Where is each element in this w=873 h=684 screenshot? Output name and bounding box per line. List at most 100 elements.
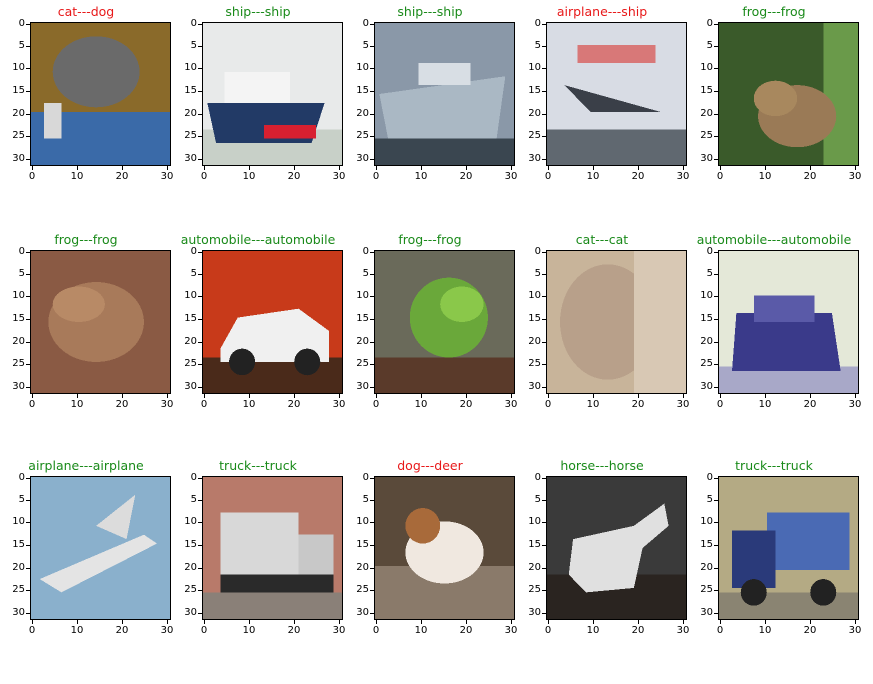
- y-tick-mark: [542, 46, 546, 47]
- y-tick-mark: [370, 545, 374, 546]
- y-tick-mark: [26, 319, 30, 320]
- y-tick-label: 15: [184, 313, 197, 324]
- y-tick-mark: [370, 274, 374, 275]
- panel-title: truck---truck: [735, 458, 813, 473]
- y-tick-mark: [370, 136, 374, 137]
- y-tick-label: 30: [700, 381, 713, 392]
- x-tick-mark: [204, 394, 205, 398]
- y-tick-mark: [714, 590, 718, 591]
- panel-title: truck---truck: [219, 458, 297, 473]
- y-tick-mark: [198, 159, 202, 160]
- y-tick-mark: [714, 24, 718, 25]
- image-panel: airplane---ship 0 5 10 15 20 25 30 0 10 20 30: [516, 0, 689, 230]
- y-tick-label: 30: [700, 607, 713, 618]
- y-tick-mark: [370, 68, 374, 69]
- y-tick-mark: [26, 568, 30, 569]
- y-tick-label: 0: [706, 246, 713, 257]
- y-tick-label: 30: [528, 153, 541, 164]
- x-tick-label: 10: [70, 171, 84, 182]
- y-tick-label: 15: [528, 313, 541, 324]
- x-tick-label: 20: [631, 171, 645, 182]
- x-tick-mark: [720, 394, 721, 398]
- y-tick-mark: [198, 24, 202, 25]
- x-tick-label: 10: [586, 625, 600, 636]
- x-tick-mark: [638, 166, 639, 170]
- image-panel: dog---deer 0 5 10 15 20 25 30 0 10 20 30: [344, 454, 517, 684]
- y-tick-label: 10: [356, 290, 369, 301]
- y-tick-label: 30: [12, 607, 25, 618]
- y-tick-mark: [714, 136, 718, 137]
- x-tick-label: 20: [631, 399, 645, 410]
- panel-title: dog---deer: [397, 458, 463, 473]
- x-tick-mark: [376, 394, 377, 398]
- x-tick-mark: [810, 166, 811, 170]
- y-tick-label: 5: [18, 40, 25, 51]
- y-tick-label: 0: [18, 18, 25, 29]
- y-tick-mark: [542, 252, 546, 253]
- y-tick-label: 25: [528, 130, 541, 141]
- y-tick-mark: [26, 590, 30, 591]
- y-tick-label: 20: [700, 108, 713, 119]
- y-tick-mark: [542, 159, 546, 160]
- y-tick-label: 20: [184, 336, 197, 347]
- y-tick-label: 25: [356, 130, 369, 141]
- panel-title: frog---frog: [398, 232, 462, 247]
- x-tick-label: 20: [459, 171, 473, 182]
- image-panel: cat---dog 0 5 10 15 20 25 30 0 10 20 30: [0, 0, 173, 230]
- y-tick-label: 0: [534, 246, 541, 257]
- y-tick-mark: [26, 91, 30, 92]
- x-tick-label: 10: [758, 171, 772, 182]
- x-tick-label: 10: [758, 625, 772, 636]
- y-tick-label: 25: [700, 130, 713, 141]
- y-tick-label: 5: [706, 40, 713, 51]
- y-tick-mark: [198, 364, 202, 365]
- y-tick-label: 0: [706, 18, 713, 29]
- y-tick-mark: [26, 522, 30, 523]
- x-tick-mark: [765, 620, 766, 624]
- x-tick-mark: [339, 394, 340, 398]
- x-tick-label: 20: [287, 625, 301, 636]
- x-tick-label: 30: [504, 171, 518, 182]
- y-tick-label: 30: [528, 607, 541, 618]
- x-tick-mark: [765, 394, 766, 398]
- x-tick-mark: [511, 394, 512, 398]
- panel-title: cat---dog: [57, 4, 115, 19]
- y-tick-mark: [370, 319, 374, 320]
- panel-title: cat---cat: [575, 232, 629, 247]
- frog-image: [374, 250, 515, 394]
- y-tick-label: 0: [362, 18, 369, 29]
- ship-image: [202, 22, 343, 166]
- y-tick-label: 25: [12, 584, 25, 595]
- y-tick-mark: [198, 319, 202, 320]
- y-tick-mark: [26, 545, 30, 546]
- y-tick-label: 30: [12, 381, 25, 392]
- x-tick-label: 0: [372, 625, 380, 636]
- cat-image: [546, 250, 687, 394]
- y-tick-label: 30: [528, 381, 541, 392]
- y-tick-mark: [714, 522, 718, 523]
- y-tick-mark: [198, 387, 202, 388]
- x-tick-label: 30: [504, 625, 518, 636]
- y-tick-label: 25: [12, 358, 25, 369]
- x-tick-label: 0: [716, 399, 724, 410]
- y-tick-mark: [198, 136, 202, 137]
- x-tick-label: 30: [848, 625, 862, 636]
- y-tick-label: 30: [356, 607, 369, 618]
- x-tick-label: 10: [242, 625, 256, 636]
- x-tick-mark: [77, 394, 78, 398]
- y-tick-label: 20: [12, 562, 25, 573]
- y-tick-label: 0: [362, 246, 369, 257]
- x-tick-label: 30: [160, 171, 174, 182]
- x-tick-mark: [593, 620, 594, 624]
- y-tick-mark: [714, 91, 718, 92]
- y-tick-label: 25: [700, 358, 713, 369]
- image-panel: automobile---automobile 0 5 10 15 20 25 30 0 10 20…: [172, 228, 346, 458]
- y-tick-mark: [198, 296, 202, 297]
- y-tick-label: 25: [700, 584, 713, 595]
- image-panel: automobile---automobile 0 5 10 15 20 25 30 0 10 20…: [688, 228, 862, 458]
- image-panel: ship---ship 0 5 10 15 20 25 30 0 10 20 30: [172, 0, 345, 230]
- car-image: [202, 250, 343, 394]
- airplane-image: [546, 22, 687, 166]
- y-tick-label: 10: [184, 62, 197, 73]
- y-tick-label: 10: [528, 516, 541, 527]
